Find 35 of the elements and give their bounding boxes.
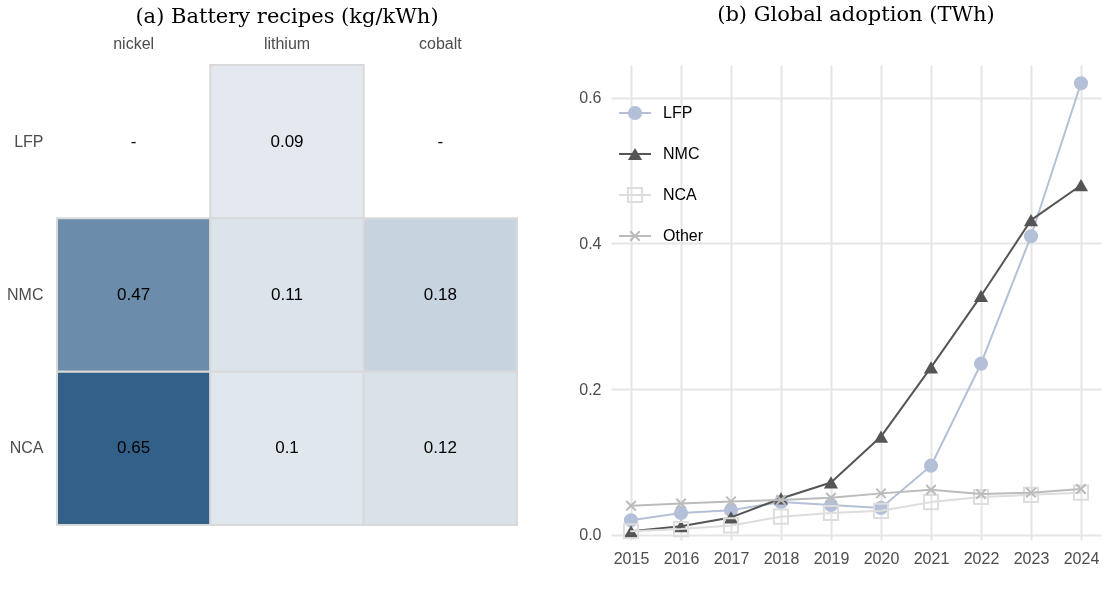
x-tick-label: 2020 (863, 549, 900, 567)
data-label: 0.47 (117, 285, 151, 304)
y-tick-label: NCA (9, 439, 44, 457)
x-tick-label: 2021 (913, 549, 950, 567)
text: - (130, 131, 137, 151)
data-label: 0.12 (423, 438, 457, 458)
y-tick-label: 0.0 (579, 526, 602, 544)
x-tick-label: 2018 (763, 549, 800, 567)
legend-label: LFP (663, 104, 693, 121)
x-tick-label: 2023 (1013, 549, 1050, 567)
x-tick-label: cobalt (418, 34, 463, 52)
x-tick-label: 2017 (713, 549, 750, 567)
data-label: 0.11 (271, 285, 303, 304)
x-tick-label: lithium (263, 34, 311, 52)
y-tick-label: 0.2 (579, 380, 602, 398)
data-label: 0.1 (275, 438, 299, 458)
chart-title: (b) Global adoption (TWh) (717, 2, 995, 26)
data-label: 0.65 (117, 438, 151, 458)
y-tick-label: 0.4 (579, 234, 602, 252)
x-tick-label: 2019 (813, 549, 850, 567)
x-tick-label: 2022 (963, 549, 1000, 567)
legend-label: Other (663, 227, 704, 244)
x-tick-label: nickel (113, 34, 155, 52)
y-tick-label: NMC (7, 286, 44, 303)
x-tick-label: 2016 (663, 549, 700, 567)
x-tick-label: 2024 (1063, 549, 1100, 567)
y-tick-label: LFP (14, 132, 44, 150)
y-tick-label: 0.6 (579, 89, 602, 107)
data-label: 0.18 (423, 285, 457, 304)
legend-label: NMC (663, 145, 700, 162)
data-label: 0.09 (270, 131, 304, 151)
chart-title: (a) Battery recipes (kg/kWh) (135, 4, 439, 28)
text: - (437, 131, 444, 151)
x-tick-label: 2015 (613, 549, 650, 567)
legend-label: NCA (663, 186, 698, 203)
